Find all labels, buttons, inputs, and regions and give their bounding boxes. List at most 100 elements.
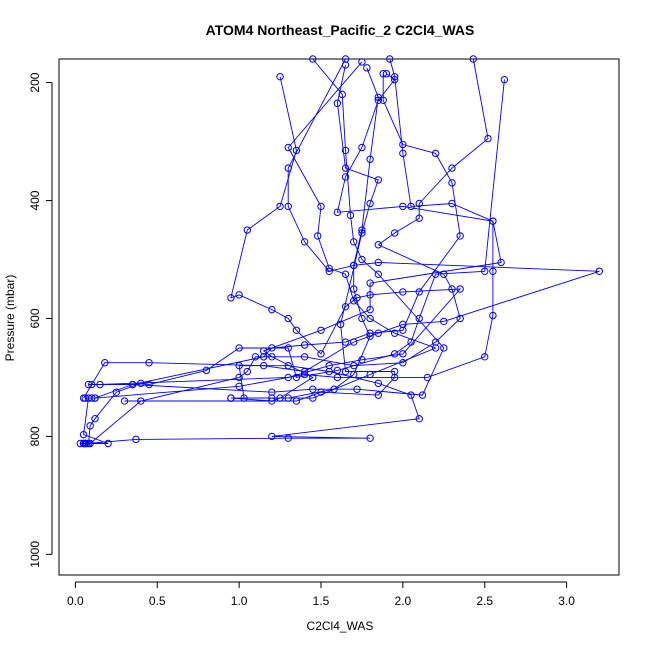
data-point <box>251 353 260 361</box>
data-point <box>284 164 292 172</box>
data-point <box>91 394 99 402</box>
data-point <box>284 434 292 442</box>
x-axis-label: C2Cl4_WAS <box>307 619 374 633</box>
data-point <box>366 155 374 163</box>
data-point <box>101 359 109 367</box>
data-point <box>448 164 456 172</box>
x-tick-label: 1.5 <box>313 594 330 608</box>
data-point <box>350 261 358 270</box>
plot-frame <box>58 58 620 576</box>
data-point <box>448 199 456 208</box>
data-point <box>243 226 252 234</box>
data-point <box>292 146 301 155</box>
data-point <box>104 439 112 448</box>
data-point <box>325 267 333 275</box>
data-point <box>341 164 350 172</box>
data-point <box>489 267 497 275</box>
series-line <box>80 79 505 444</box>
data-point <box>500 75 509 84</box>
data-point <box>300 341 309 349</box>
data-point <box>456 314 464 323</box>
data-point <box>374 258 382 267</box>
data-point <box>399 288 407 296</box>
data-point <box>366 314 374 323</box>
data-point <box>399 140 407 149</box>
y-tick-label: 400 <box>28 190 42 210</box>
data-point <box>317 350 325 358</box>
data-point <box>358 58 366 66</box>
data-point <box>489 217 497 225</box>
data-point <box>79 439 88 448</box>
data-point <box>341 367 350 376</box>
data-point <box>366 279 374 287</box>
data-point <box>431 344 440 352</box>
data-point <box>309 373 317 382</box>
data-point <box>268 432 276 441</box>
data-point <box>431 149 440 158</box>
data-point <box>350 238 358 246</box>
data-point <box>235 373 243 382</box>
data-point <box>292 326 301 334</box>
data-point <box>407 202 415 211</box>
x-tick-label: 3.0 <box>558 594 575 608</box>
data-point <box>374 93 382 102</box>
series-line <box>230 67 379 399</box>
x-tick-label: 1.0 <box>231 594 248 608</box>
series-line <box>83 73 461 444</box>
data-point <box>418 391 427 399</box>
data-point <box>415 288 423 296</box>
data-point <box>350 361 358 370</box>
series-8 <box>79 55 604 402</box>
series-line <box>230 73 502 402</box>
series-2 <box>79 70 464 448</box>
data-point <box>330 385 338 393</box>
data-point <box>440 344 448 352</box>
data-point <box>96 380 104 389</box>
x-tick-label: 2.0 <box>395 594 412 608</box>
data-point <box>366 305 374 314</box>
data-point <box>259 353 268 361</box>
data-point <box>379 70 387 78</box>
data-point <box>390 373 399 382</box>
data-point <box>292 397 301 405</box>
data-point <box>358 356 366 364</box>
data-point <box>390 367 399 376</box>
data-point <box>415 199 423 208</box>
data-point <box>399 202 407 211</box>
data-point <box>382 70 391 78</box>
data-point <box>374 176 382 184</box>
data-point <box>325 367 333 376</box>
data-point <box>358 143 366 152</box>
data-point <box>358 255 366 264</box>
data-point <box>79 430 88 439</box>
chart-title: ATOM4 Northeast_Pacific_2 C2Cl4_WAS <box>206 22 475 38</box>
data-point <box>259 361 268 370</box>
data-point <box>268 344 276 352</box>
data-point <box>88 380 96 389</box>
data-point <box>336 320 345 329</box>
data-point <box>268 353 276 361</box>
data-point <box>83 439 91 448</box>
data-point <box>358 226 366 234</box>
data-point <box>469 55 477 63</box>
data-point <box>227 294 235 302</box>
data-point <box>309 55 317 63</box>
data-point <box>202 366 211 375</box>
data-point <box>300 353 309 361</box>
data-point <box>341 61 350 69</box>
data-point <box>366 199 374 208</box>
data-point <box>145 359 153 367</box>
data-point <box>309 385 317 393</box>
series-10 <box>120 61 399 405</box>
data-point <box>120 397 129 405</box>
data-point <box>415 214 423 222</box>
data-point <box>390 350 399 358</box>
data-point <box>366 434 374 442</box>
data-point <box>390 75 399 84</box>
data-point <box>484 134 492 143</box>
data-point <box>132 435 140 444</box>
data-point <box>456 285 464 293</box>
series-7 <box>88 72 464 389</box>
data-point <box>358 314 366 323</box>
